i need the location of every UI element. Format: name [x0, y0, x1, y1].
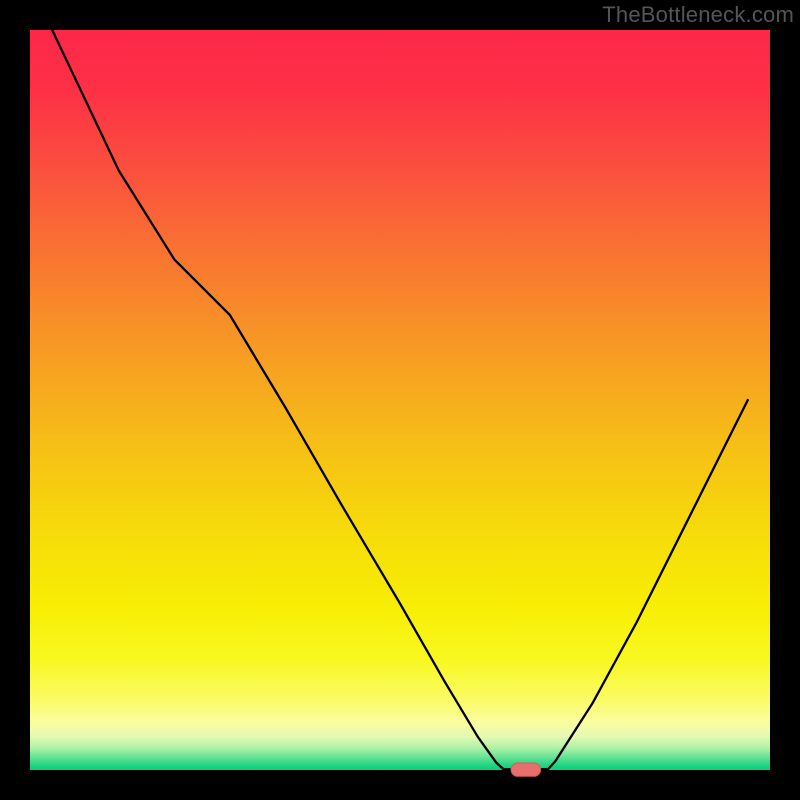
optimal-marker — [511, 763, 541, 776]
chart-stage: TheBottleneck.com — [0, 0, 800, 800]
chart-svg — [0, 0, 800, 800]
watermark-text: TheBottleneck.com — [602, 2, 794, 28]
plot-area — [30, 30, 770, 770]
